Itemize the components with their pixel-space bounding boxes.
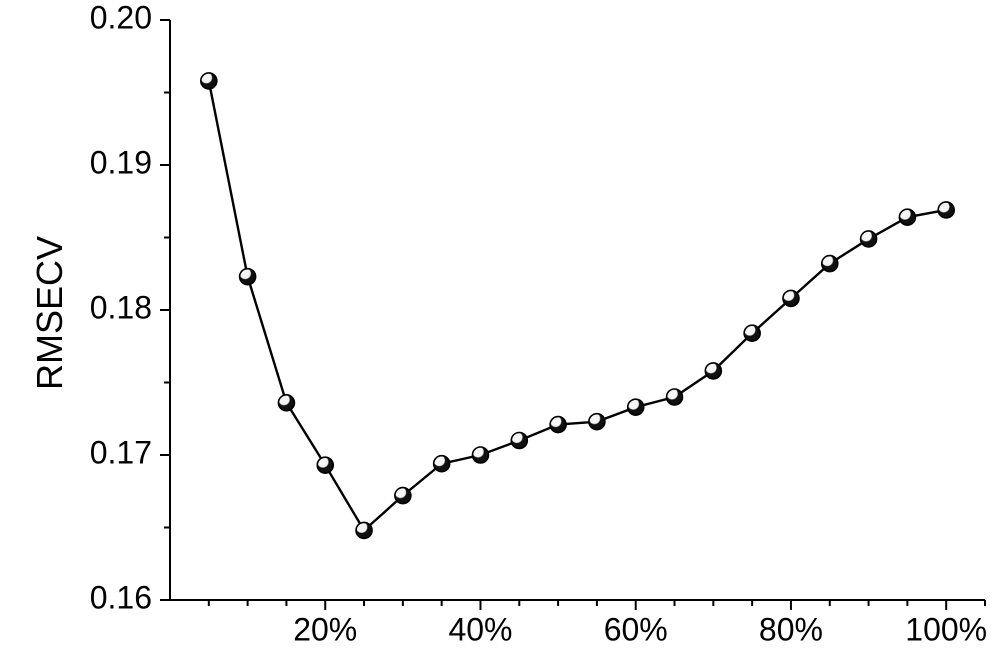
y-tick-label: 0.16 xyxy=(90,579,152,615)
data-point xyxy=(278,395,294,411)
x-tick-label: 40% xyxy=(448,611,512,647)
y-tick-label: 0.20 xyxy=(90,0,152,35)
data-point xyxy=(744,325,760,341)
data-point xyxy=(899,209,915,225)
x-tick-label: 100% xyxy=(905,611,987,647)
data-point xyxy=(589,414,605,430)
data-point xyxy=(938,202,954,218)
data-point xyxy=(822,256,838,272)
data-point xyxy=(550,417,566,433)
y-tick-label: 0.19 xyxy=(90,144,152,180)
data-point xyxy=(395,488,411,504)
data-point xyxy=(628,399,644,415)
data-point xyxy=(356,522,372,538)
y-axis-label: RMSECV xyxy=(29,213,71,413)
chart-container: RMSECV 0.16 0.17 0.18 0.19 0.20 20% 40% 60% 80% 1… xyxy=(0,0,1000,668)
x-tick-label: 20% xyxy=(293,611,357,647)
data-point xyxy=(783,290,799,306)
x-tick-label: 60% xyxy=(604,611,668,647)
data-point xyxy=(667,389,683,405)
data-point xyxy=(317,457,333,473)
data-point xyxy=(861,231,877,247)
y-tick-label: 0.18 xyxy=(90,289,152,325)
plot-bg xyxy=(0,0,1000,668)
data-point xyxy=(434,456,450,472)
data-point xyxy=(705,363,721,379)
data-point xyxy=(240,269,256,285)
data-point xyxy=(472,447,488,463)
y-tick-label: 0.17 xyxy=(90,434,152,470)
data-point xyxy=(201,73,217,89)
x-tick-label: 80% xyxy=(759,611,823,647)
data-point xyxy=(511,433,527,449)
chart-svg: 0.16 0.17 0.18 0.19 0.20 20% 40% 60% 80% 100% xyxy=(0,0,1000,668)
